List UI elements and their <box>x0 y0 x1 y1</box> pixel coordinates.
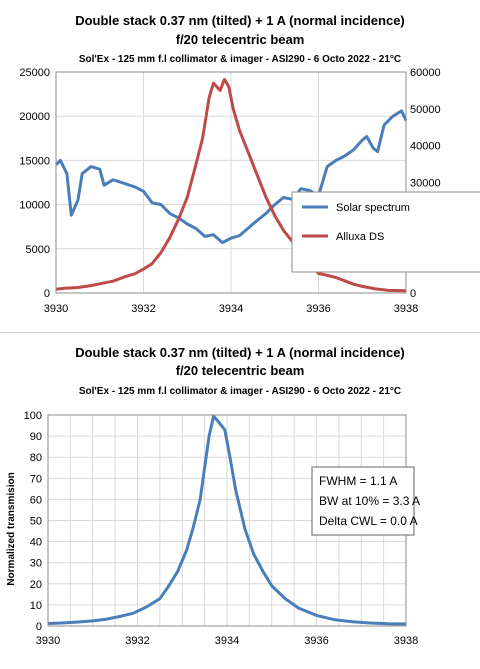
y-left-tick-label: 20000 <box>19 111 50 123</box>
transmission-chart: Double stack 0.37 nm (tilted) + 1 A (nor… <box>6 345 420 647</box>
y-axis-title: Normalized transmision <box>6 472 17 585</box>
x-tick-label: 3934 <box>215 635 239 647</box>
transmission-line <box>47 414 407 626</box>
y-tick-label: 40 <box>30 537 42 549</box>
chart-title-line-1: Double stack 0.37 nm (tilted) + 1 A (nor… <box>75 13 405 28</box>
y-right-tick-label: 60000 <box>410 67 441 79</box>
y-tick-label: 50 <box>30 516 42 528</box>
y-tick-label: 90 <box>30 431 42 443</box>
y-tick-label: 100 <box>24 410 42 422</box>
chart-title-line-1: Double stack 0.37 nm (tilted) + 1 A (nor… <box>75 345 405 360</box>
x-tick-label: 3934 <box>219 303 243 315</box>
chart-title-line-2: f/20 telecentric beam <box>176 363 305 378</box>
y-tick-label: 30 <box>30 558 42 570</box>
y-left-tick-label: 5000 <box>26 244 50 256</box>
annotation-box <box>311 466 415 536</box>
legend-box <box>291 191 480 273</box>
chart-subtitle: Sol'Ex - 125 mm f.l collimator & imager … <box>79 386 401 397</box>
x-tick-label: 3932 <box>125 635 149 647</box>
solar-spectrum-chart: Double stack 0.37 nm (tilted) + 1 A (nor… <box>19 13 480 315</box>
stats-annotation: FWHM = 1.1 A BW at 10% = 3.3 A Delta CWL… <box>311 466 420 536</box>
y-left-tick-label: 0 <box>44 288 50 300</box>
x-tick-label: 3936 <box>306 303 330 315</box>
x-tick-label: 3932 <box>131 303 155 315</box>
alluxa-ds-line <box>55 77 407 293</box>
annotation-fwhm: FWHM = 1.1 A <box>319 474 397 488</box>
y-right-tick-label: 50000 <box>410 104 441 116</box>
x-tick-label: 3930 <box>36 635 60 647</box>
y-left-tick-label: 15000 <box>19 155 50 167</box>
y-right-tick-label: 40000 <box>410 141 441 153</box>
chart-top-panel: Double stack 0.37 nm (tilted) + 1 A (nor… <box>0 0 480 333</box>
y-tick-label: 0 <box>36 621 42 633</box>
plot-area-border <box>55 71 407 294</box>
chart-legend: Solar spectrum Alluxa DS <box>291 191 480 273</box>
y-tick-label: 10 <box>30 600 42 612</box>
annotation-delta-cwl: Delta CWL = 0.0 A <box>319 514 418 528</box>
y-tick-label: 70 <box>30 473 42 485</box>
x-tick-label: 3938 <box>394 303 418 315</box>
legend-label-alluxa-ds: Alluxa DS <box>336 231 384 243</box>
x-tick-label: 3938 <box>394 635 418 647</box>
y-left-tick-label: 10000 <box>19 200 50 212</box>
chart-bottom-panel: Double stack 0.37 nm (tilted) + 1 A (nor… <box>0 333 480 664</box>
y-tick-label: 20 <box>30 579 42 591</box>
y-left-tick-label: 25000 <box>19 67 50 79</box>
y-tick-label: 80 <box>30 452 42 464</box>
y-right-tick-label: 0 <box>410 288 416 300</box>
solar-spectrum-line <box>54 109 408 245</box>
x-tick-label: 3936 <box>304 635 328 647</box>
y-tick-label: 60 <box>30 494 42 506</box>
annotation-bw-10: BW at 10% = 3.3 A <box>319 494 420 508</box>
y-right-tick-label: 30000 <box>410 178 441 190</box>
legend-label-solar-spectrum: Solar spectrum <box>336 202 410 214</box>
x-tick-label: 3930 <box>44 303 68 315</box>
chart-subtitle: Sol'Ex - 125 mm f.l collimator & imager … <box>79 54 401 65</box>
chart-title-line-2: f/20 telecentric beam <box>176 32 305 47</box>
